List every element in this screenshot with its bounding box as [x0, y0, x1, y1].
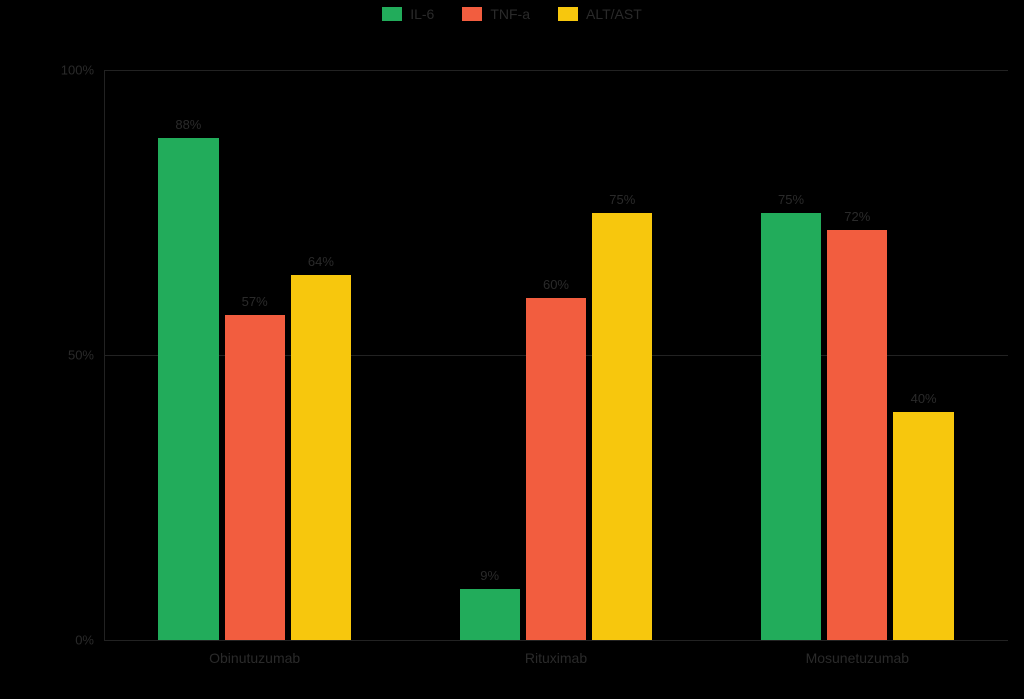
legend: IL-6 TNF-a ALT/AST	[0, 6, 1024, 22]
legend-label-altast: ALT/AST	[586, 6, 642, 22]
y-axis	[104, 70, 105, 640]
plot-area: 0%50%100%Obinutuzumab88%57%64%Rituximab9…	[104, 70, 1008, 640]
bar: 88%	[158, 138, 218, 640]
bar-value-label: 40%	[911, 391, 937, 406]
x-tick-label: Obinutuzumab	[209, 650, 300, 666]
bar-value-label: 88%	[175, 117, 201, 132]
legend-label-il6: IL-6	[410, 6, 434, 22]
bar-chart: IL-6 TNF-a ALT/AST 0%50%100%Obinutuzumab…	[0, 0, 1024, 699]
x-axis	[104, 640, 1008, 641]
legend-item-il6: IL-6	[382, 6, 434, 22]
bar-value-label: 9%	[480, 568, 499, 583]
bar-value-label: 72%	[844, 209, 870, 224]
x-tick-label: Mosunetuzumab	[806, 650, 910, 666]
bar: 72%	[827, 230, 887, 640]
bar-value-label: 75%	[609, 192, 635, 207]
y-tick-label: 50%	[68, 348, 94, 363]
legend-item-tnfa: TNF-a	[462, 6, 530, 22]
bar-value-label: 64%	[308, 254, 334, 269]
bar-value-label: 75%	[778, 192, 804, 207]
bar-value-label: 60%	[543, 277, 569, 292]
bar: 57%	[225, 315, 285, 640]
x-tick-label: Rituximab	[525, 650, 587, 666]
bar: 60%	[526, 298, 586, 640]
legend-swatch-tnfa	[462, 7, 482, 21]
legend-swatch-altast	[558, 7, 578, 21]
bar: 75%	[761, 213, 821, 641]
bar: 40%	[893, 412, 953, 640]
bar: 75%	[592, 213, 652, 641]
y-tick-label: 0%	[75, 633, 94, 648]
bar: 9%	[460, 589, 520, 640]
legend-label-tnfa: TNF-a	[490, 6, 530, 22]
legend-item-altast: ALT/AST	[558, 6, 642, 22]
gridline	[104, 70, 1008, 71]
legend-swatch-il6	[382, 7, 402, 21]
bar: 64%	[291, 275, 351, 640]
y-tick-label: 100%	[61, 63, 94, 78]
bar-value-label: 57%	[242, 294, 268, 309]
